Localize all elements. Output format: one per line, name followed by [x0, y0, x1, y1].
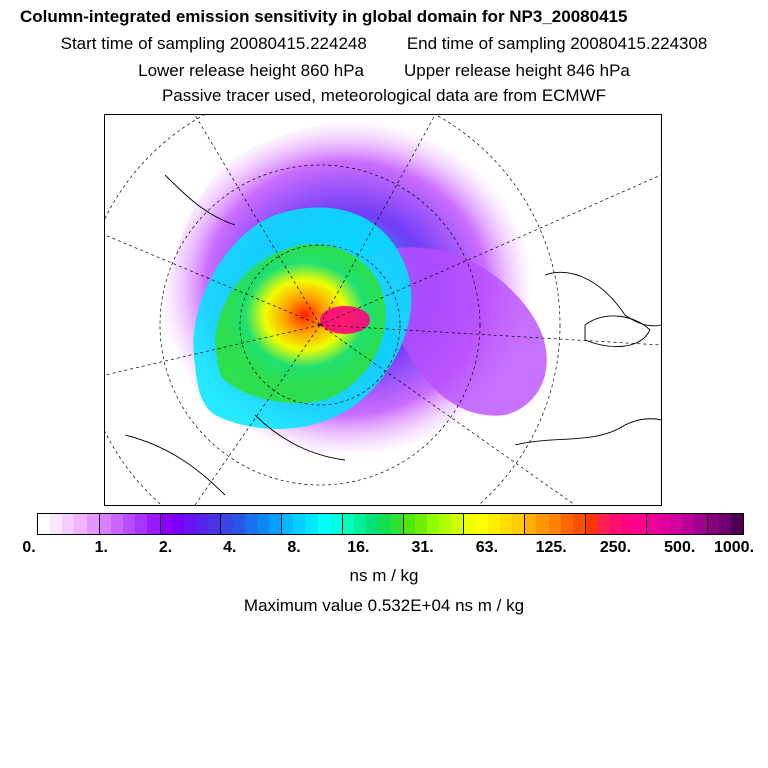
colorbar-cell [341, 514, 355, 534]
end-time-label: End time of sampling 20080415.224308 [406, 34, 708, 53]
release-heights: Lower release height 860 hPa Upper releas… [0, 61, 768, 81]
colorbar-cell [208, 514, 221, 534]
colorbar-cell [196, 514, 209, 534]
colorbar-tick-label: 16. [347, 539, 370, 556]
colorbar-cell [487, 514, 500, 534]
colorbar-cell [281, 514, 294, 534]
colorbar-cell [86, 514, 99, 534]
colorbar-cell [74, 514, 87, 534]
colorbar-cell [414, 514, 427, 534]
colorbar-cell [50, 514, 63, 534]
colorbar-tick-label: 250. [599, 539, 632, 556]
colorbar-tick-label: 0. [22, 539, 36, 556]
upper-height-label: Upper release height 846 hPa [404, 61, 630, 80]
colorbar-cell [268, 514, 282, 534]
colorbar-cell [98, 514, 111, 534]
colorbar-tick-label: 31. [411, 539, 434, 556]
colorbar-cell [621, 514, 634, 534]
colorbar-cell [123, 514, 136, 534]
colorbar-cell [183, 514, 197, 534]
colorbar-divider [706, 514, 708, 534]
coastlines [124, 174, 661, 496]
colorbar-divider [645, 514, 647, 534]
colorbar-cell [585, 514, 598, 534]
colorbar-cell [548, 514, 561, 534]
colorbar-cell [694, 514, 707, 534]
colorbar-cell [427, 514, 440, 534]
sampling-times: Start time of sampling 20080415.224248 En… [0, 34, 768, 54]
colorbar-cell [463, 514, 476, 534]
colorbar-cell [730, 514, 744, 534]
colorbar-cell [317, 514, 330, 534]
colorbar-cell [439, 514, 452, 534]
colorbar-cell [536, 514, 549, 534]
colorbar-tick-label: 125. [535, 539, 567, 556]
colorbar-units: ns m / kg [349, 566, 419, 585]
colorbar-cell [475, 514, 488, 534]
sensitivity-hotspot [320, 306, 370, 334]
colorbar-tick-label: 4. [223, 539, 237, 556]
colorbar-cell [329, 514, 342, 534]
colorbar-cell [524, 514, 537, 534]
colorbar-cell [293, 514, 306, 534]
tracer-note: Passive tracer used, meteorological data… [161, 86, 607, 105]
colorbar-cell [706, 514, 719, 534]
colorbar-tick-label: 63. [475, 539, 499, 556]
colorbar-cell [670, 514, 683, 534]
colorbar-cell [645, 514, 658, 534]
plot-title: Column-integrated emission sensitivity i… [20, 7, 628, 26]
colorbar-cell [220, 514, 233, 534]
colorbar-cell [682, 514, 695, 534]
colorbar-cell [135, 514, 148, 534]
colorbar-cell [597, 514, 610, 534]
colorbar-cell [633, 514, 646, 534]
colorbar-tick-label: 1. [94, 539, 108, 556]
colorbar-divider [159, 514, 161, 534]
colorbar-cell [402, 514, 415, 534]
lower-height-label: Lower release height 860 hPa [138, 61, 364, 80]
colorbar-divider [463, 514, 465, 534]
colorbar-cell [499, 514, 513, 534]
colorbar-divider [341, 514, 343, 534]
colorbar-divider [584, 514, 586, 534]
colorbar-cell [609, 514, 622, 534]
colorbar-divider [281, 514, 283, 534]
colorbar-tick-label: 500. [664, 539, 696, 556]
colorbar-cell [232, 514, 245, 534]
graticule [105, 115, 661, 505]
colorbar-cell [378, 514, 391, 534]
colorbar-divider [98, 514, 100, 534]
colorbar-tick-label: 2. [158, 539, 173, 556]
colorbar-cell [244, 514, 257, 534]
sensitivity-core [225, 245, 385, 385]
colorbar-cell [354, 514, 367, 534]
colorbar-cell [62, 514, 75, 534]
colorbar-cell [171, 514, 184, 534]
colorbar-cell [512, 514, 525, 534]
colorbar-cell [38, 514, 51, 534]
colorbar-divider [402, 514, 404, 534]
colorbar-cell [451, 514, 464, 534]
colorbar-cell [366, 514, 379, 534]
colorbar-cell [256, 514, 269, 534]
start-time-label: Start time of sampling 20080415.224248 [60, 34, 367, 53]
colorbar [37, 513, 744, 535]
colorbar-cell [718, 514, 731, 534]
maximum-value-label: Maximum value 0.532E+04 ns m / kg [243, 596, 525, 615]
colorbar-cell [305, 514, 318, 534]
colorbar-cell [390, 514, 403, 534]
colorbar-cell [147, 514, 160, 534]
colorbar-cell [572, 514, 586, 534]
colorbar-tick-label: 1000. [713, 539, 755, 556]
colorbar-divider [524, 514, 526, 534]
colorbar-cell [159, 514, 172, 534]
emission-sensitivity-map [104, 114, 662, 506]
colorbar-cell [657, 514, 671, 534]
colorbar-cell [560, 514, 573, 534]
colorbar-divider [220, 514, 222, 534]
map-svg [105, 115, 661, 505]
colorbar-cell [110, 514, 124, 534]
colorbar-tick-label: 8. [287, 539, 301, 556]
